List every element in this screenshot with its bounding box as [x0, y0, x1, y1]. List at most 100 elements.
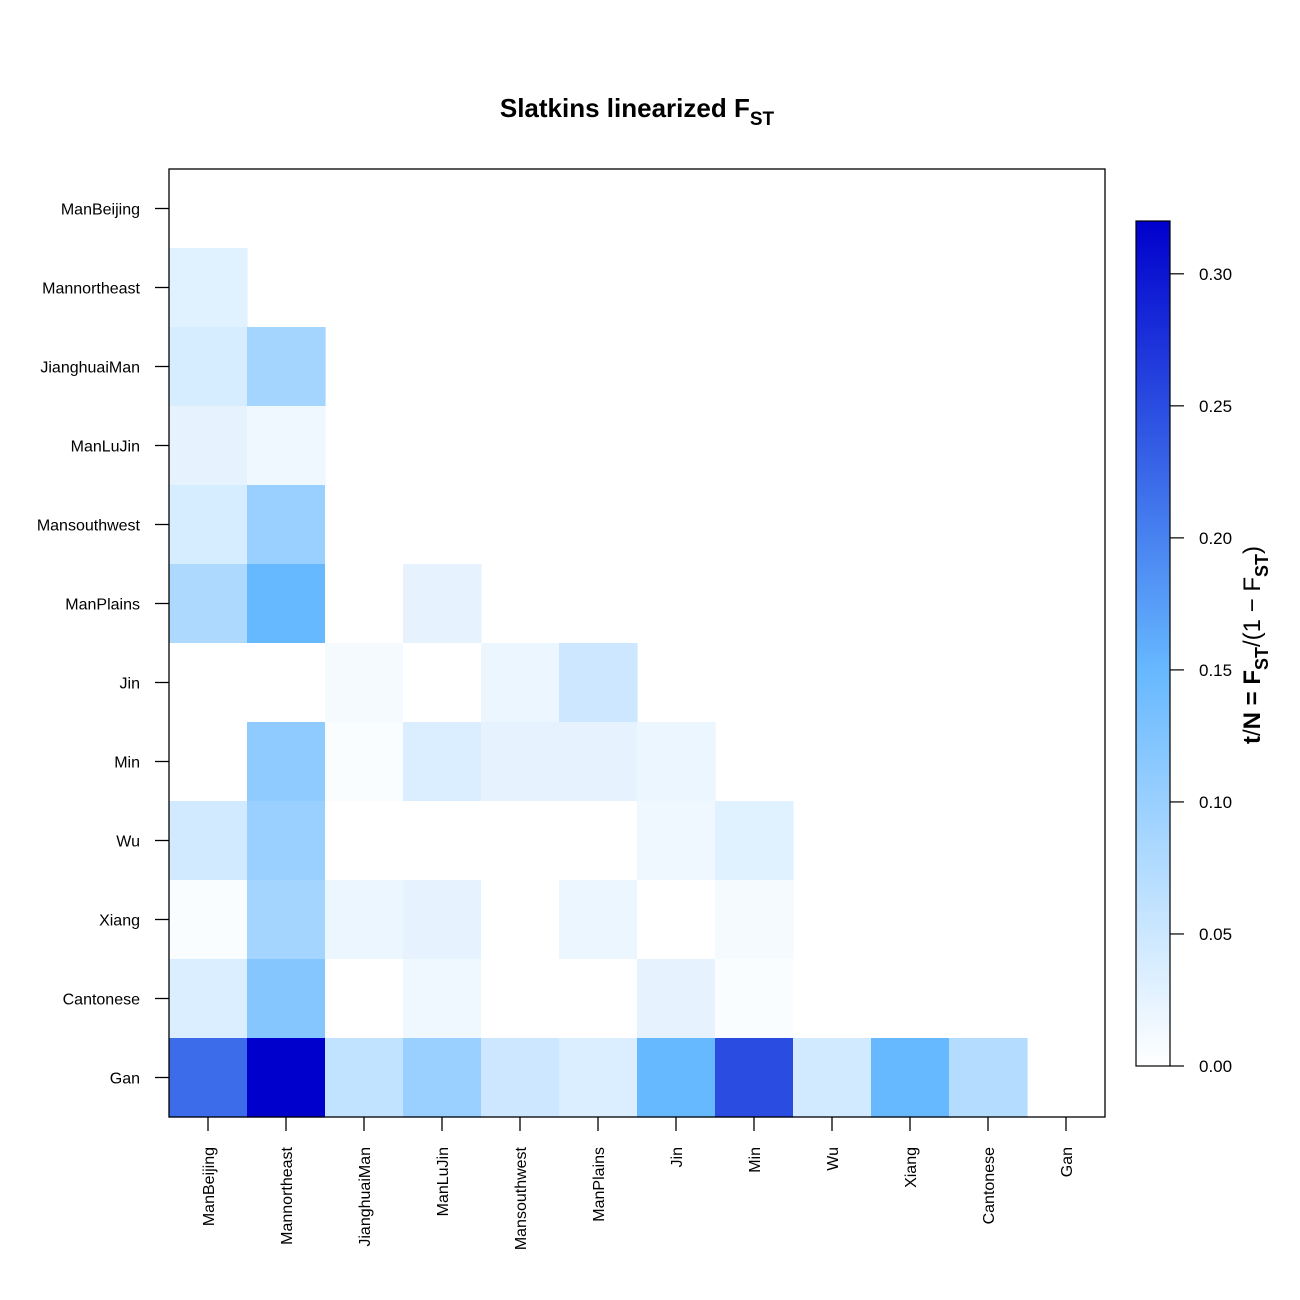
heatmap-cell-ManPlains-ManLuJin [403, 564, 482, 644]
x-tick-label: Gan [1059, 1147, 1076, 1177]
heatmap-cell-Cantonese-JianghuaiMan [325, 959, 404, 1039]
color-scale-ticks: 0.00 0.05 0.10 0.15 0.20 0.25 0.30 [1170, 265, 1232, 1076]
heatmap-cell-Wu-Min [715, 801, 794, 881]
heatmap-cell-Mansouthwest-ManBeijing [169, 485, 248, 565]
heatmap-cell-Gan-Wu [793, 1038, 872, 1118]
heatmap-cell-Gan-Jin [637, 1038, 716, 1118]
color-scale-tick-label: 0.20 [1199, 529, 1232, 548]
heatmap-cell-Cantonese-Min [715, 959, 794, 1039]
heatmap-cell-Xiang-Min [715, 880, 794, 960]
y-tick-label: ManLuJin [71, 439, 140, 456]
heatmap-cells [169, 248, 1028, 1118]
x-tick-label: Wu [825, 1147, 842, 1171]
y-tick-label: Xiang [99, 913, 140, 930]
y-tick-label: Wu [116, 834, 140, 851]
heatmap-cell-Wu-ManBeijing [169, 801, 248, 881]
heatmap-cell-ManLuJin-ManBeijing [169, 406, 248, 486]
heatmap-cell-Cantonese-ManLuJin [403, 959, 482, 1039]
y-tick-label: Mannortheast [42, 281, 140, 298]
heatmap-cell-ManPlains-ManBeijing [169, 564, 248, 644]
heatmap-cell-Jin-ManBeijing [169, 643, 248, 723]
x-tick-label: Jin [669, 1147, 686, 1167]
color-scale-tick-label: 0.15 [1199, 661, 1232, 680]
heatmap-cell-Gan-ManBeijing [169, 1038, 248, 1118]
x-tick-label: Mannortheast [279, 1146, 296, 1244]
heatmap-cell-Min-ManBeijing [169, 722, 248, 802]
heatmap-cell-Wu-ManLuJin [403, 801, 482, 881]
x-tick-label: JianghuaiMan [357, 1147, 374, 1247]
heatmap-cell-Gan-ManPlains [559, 1038, 638, 1118]
heatmap-cell-ManPlains-JianghuaiMan [325, 564, 404, 644]
heatmap-cell-Xiang-ManLuJin [403, 880, 482, 960]
heatmap-cell-Xiang-Jin [637, 880, 716, 960]
y-tick-label: Gan [110, 1071, 140, 1088]
color-scale-bar [1135, 220, 1171, 1067]
heatmap-cell-Cantonese-Mansouthwest [481, 959, 560, 1039]
heatmap-cell-Min-Jin [637, 722, 716, 802]
y-axis: ManBeijing Mannortheast JianghuaiMan ManLuJ… [37, 202, 169, 1088]
heatmap-cell-Min-ManLuJin [403, 722, 482, 802]
heatmap-cell-Gan-Min [715, 1038, 794, 1118]
heatmap-cell-Jin-JianghuaiMan [325, 643, 404, 723]
heatmap-cell-Jin-ManPlains [559, 643, 638, 723]
heatmap-cell-Gan-ManLuJin [403, 1038, 482, 1118]
y-tick-label: Jin [120, 676, 140, 693]
heatmap-cell-Xiang-ManPlains [559, 880, 638, 960]
heatmap-cell-Jin-Mansouthwest [481, 643, 560, 723]
heatmap-cell-Cantonese-ManBeijing [169, 959, 248, 1039]
heatmap-cell-JianghuaiMan-ManBeijing [169, 327, 248, 407]
x-tick-label: Min [747, 1147, 764, 1173]
heatmap-cell-Wu-JianghuaiMan [325, 801, 404, 881]
color-scale-tick-label: 0.30 [1199, 265, 1232, 284]
heatmap-cell-Cantonese-Jin [637, 959, 716, 1039]
color-scale-title: t/N = FST/(1 − FST) [1239, 546, 1272, 744]
heatmap-cell-Cantonese-ManPlains [559, 959, 638, 1039]
heatmap-cell-Gan-Xiang [871, 1038, 950, 1118]
y-tick-label: Min [114, 755, 140, 772]
y-tick-label: ManPlains [65, 597, 140, 614]
heatmap-cell-Min-ManPlains [559, 722, 638, 802]
heatmap-cell-Gan-Mannortheast [247, 1038, 326, 1118]
heatmap-cell-Gan-JianghuaiMan [325, 1038, 404, 1118]
color-scale-tick-label: 0.10 [1199, 793, 1232, 812]
x-tick-label: Mansouthwest [513, 1146, 530, 1250]
heatmap-cell-Min-Mansouthwest [481, 722, 560, 802]
chart-title: Slatkins linearized FST [500, 93, 775, 130]
heatmap-cell-ManLuJin-Mannortheast [247, 406, 326, 486]
heatmap-cell-Xiang-Mansouthwest [481, 880, 560, 960]
heatmap-cell-Mannortheast-ManBeijing [169, 248, 248, 328]
heatmap-cell-Mansouthwest-JianghuaiMan [325, 485, 404, 565]
heatmap-cell-Wu-Mannortheast [247, 801, 326, 881]
x-tick-label: ManLuJin [435, 1147, 452, 1216]
color-scale-tick-label: 0.00 [1199, 1057, 1232, 1076]
heatmap-cell-Xiang-Mannortheast [247, 880, 326, 960]
heatmap-cell-Wu-Jin [637, 801, 716, 881]
y-tick-label: JianghuaiMan [40, 360, 140, 377]
color-scale-tick-label: 0.25 [1199, 397, 1232, 416]
heatmap-cell-Gan-Cantonese [949, 1038, 1028, 1118]
plot-frame [168, 168, 1106, 1118]
heatmap-cell-Min-Mannortheast [247, 722, 326, 802]
x-tick-label: ManPlains [591, 1147, 608, 1222]
x-tick-label: ManBeijing [201, 1147, 218, 1226]
x-tick-label: Xiang [903, 1147, 920, 1188]
x-tick-label: Cantonese [981, 1147, 998, 1224]
heatmap-cell-Cantonese-Mannortheast [247, 959, 326, 1039]
x-axis: ManBeijing Mannortheast JianghuaiMan ManLuJ… [201, 1117, 1076, 1250]
heatmap-cell-Min-JianghuaiMan [325, 722, 404, 802]
y-tick-label: Mansouthwest [37, 518, 141, 535]
y-tick-label: ManBeijing [61, 202, 140, 219]
color-scale-tick-label: 0.05 [1199, 925, 1232, 944]
heatmap-cell-Xiang-ManBeijing [169, 880, 248, 960]
heatmap-cell-ManPlains-Mannortheast [247, 564, 326, 644]
heatmap-cell-Jin-ManLuJin [403, 643, 482, 723]
heatmap-cell-Mansouthwest-Mannortheast [247, 485, 326, 565]
heatmap-cell-Wu-Mansouthwest [481, 801, 560, 881]
heatmap-cell-Jin-Mannortheast [247, 643, 326, 723]
heatmap-cell-Gan-Mansouthwest [481, 1038, 560, 1118]
y-tick-label: Cantonese [63, 992, 140, 1009]
heatmap-cell-Xiang-JianghuaiMan [325, 880, 404, 960]
heatmap-cell-Wu-ManPlains [559, 801, 638, 881]
heatmap-cell-JianghuaiMan-Mannortheast [247, 327, 326, 407]
